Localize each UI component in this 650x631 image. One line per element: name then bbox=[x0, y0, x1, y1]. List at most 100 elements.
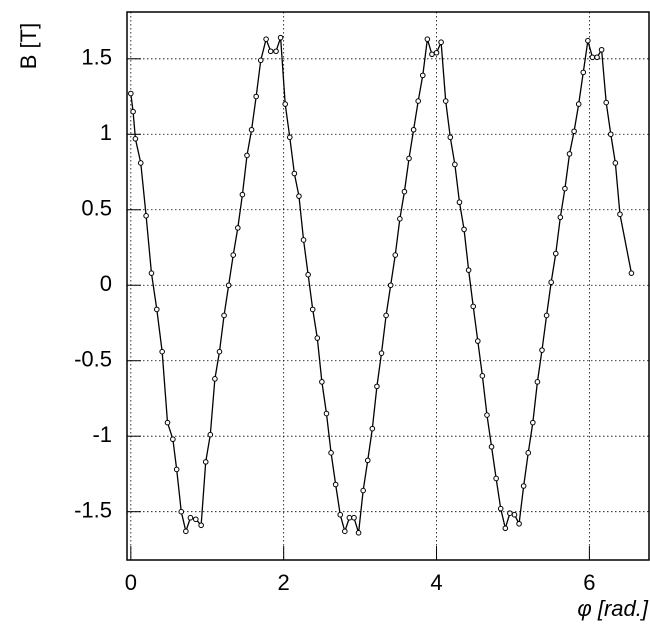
data-point bbox=[603, 99, 610, 106]
data-point bbox=[216, 348, 223, 355]
x-tick-label: 2 bbox=[278, 570, 290, 595]
data-point bbox=[202, 459, 209, 465]
data-point bbox=[248, 126, 255, 133]
data-point bbox=[286, 134, 293, 141]
data-point bbox=[319, 379, 325, 385]
y-tick-label: 0 bbox=[100, 271, 112, 296]
data-point bbox=[154, 306, 160, 313]
data-point bbox=[475, 338, 481, 344]
y-tick-label: -1.5 bbox=[74, 498, 112, 523]
y-tick-label: 1.5 bbox=[81, 45, 112, 70]
data-point bbox=[575, 101, 582, 107]
data-point bbox=[170, 436, 176, 443]
data-point bbox=[221, 312, 227, 319]
data-point bbox=[230, 252, 237, 258]
data-point bbox=[183, 528, 189, 535]
data-point bbox=[607, 131, 614, 138]
data-point bbox=[323, 410, 330, 417]
data-point bbox=[497, 505, 504, 512]
data-point bbox=[148, 270, 155, 276]
data-point bbox=[628, 270, 635, 276]
x-tick-label: 0 bbox=[125, 570, 137, 595]
data-point bbox=[187, 514, 194, 521]
data-point bbox=[282, 101, 289, 107]
data-point bbox=[511, 511, 518, 518]
data-point bbox=[212, 376, 218, 382]
data-point bbox=[438, 39, 444, 45]
data-point bbox=[173, 466, 180, 473]
data-point bbox=[424, 36, 431, 42]
data-point bbox=[562, 185, 568, 192]
data-point bbox=[484, 412, 490, 418]
data-point bbox=[392, 252, 399, 258]
data-point bbox=[617, 211, 623, 218]
y-tick-label: -0.5 bbox=[74, 347, 112, 372]
data-point bbox=[244, 152, 250, 159]
data-point bbox=[410, 126, 417, 133]
data-point bbox=[178, 508, 185, 515]
data-point bbox=[130, 108, 136, 115]
data-point bbox=[296, 193, 302, 199]
data-point bbox=[263, 36, 269, 42]
data-point bbox=[291, 170, 298, 177]
data-point bbox=[277, 34, 284, 41]
data-point bbox=[612, 160, 619, 166]
data-point bbox=[207, 431, 214, 438]
data-point bbox=[143, 213, 149, 219]
data-point bbox=[257, 57, 264, 64]
data-point bbox=[406, 155, 412, 162]
data-point bbox=[429, 51, 435, 58]
data-point bbox=[488, 443, 495, 450]
data-point bbox=[351, 514, 357, 521]
data-point bbox=[465, 267, 472, 273]
data-point bbox=[598, 46, 605, 53]
data-point bbox=[397, 216, 403, 222]
data-point bbox=[273, 48, 279, 55]
data-point bbox=[479, 373, 486, 379]
data-point bbox=[342, 528, 348, 535]
data-point bbox=[470, 303, 477, 310]
x-tick-label: 4 bbox=[430, 570, 442, 595]
data-point bbox=[369, 425, 376, 432]
data-point bbox=[132, 136, 139, 142]
data-point bbox=[364, 457, 371, 464]
data-point bbox=[461, 226, 467, 233]
data-point bbox=[516, 520, 522, 527]
data-point bbox=[415, 98, 421, 104]
data-point bbox=[137, 160, 144, 166]
data-point bbox=[442, 98, 449, 104]
data-point bbox=[502, 525, 509, 532]
data-point bbox=[456, 199, 463, 206]
data-point bbox=[346, 514, 353, 521]
data-point bbox=[401, 188, 408, 195]
data-point bbox=[520, 483, 527, 489]
data-point bbox=[594, 54, 600, 61]
data-point bbox=[589, 54, 596, 61]
data-point bbox=[198, 522, 204, 529]
data-point bbox=[548, 279, 554, 286]
data-point bbox=[534, 379, 541, 385]
data-point bbox=[164, 419, 171, 426]
data-point bbox=[253, 93, 259, 100]
data-point bbox=[525, 450, 532, 456]
data-point bbox=[452, 161, 458, 168]
data-point bbox=[328, 450, 334, 456]
data-point bbox=[332, 481, 339, 488]
data-point bbox=[571, 128, 577, 135]
data-point bbox=[539, 347, 545, 353]
data-point bbox=[585, 37, 591, 44]
data-point bbox=[355, 530, 362, 536]
data-point bbox=[128, 90, 134, 97]
data-point bbox=[557, 214, 564, 221]
data-point bbox=[378, 350, 385, 356]
y-axis-label: B [T] bbox=[16, 23, 41, 69]
data-point bbox=[309, 306, 316, 313]
y-tick-label: 1 bbox=[100, 120, 112, 145]
data-point bbox=[235, 225, 241, 231]
data-point bbox=[493, 475, 499, 482]
data-line bbox=[130, 37, 633, 534]
plot-frame bbox=[126, 11, 650, 561]
data-point bbox=[543, 312, 550, 319]
data-point bbox=[419, 72, 426, 79]
